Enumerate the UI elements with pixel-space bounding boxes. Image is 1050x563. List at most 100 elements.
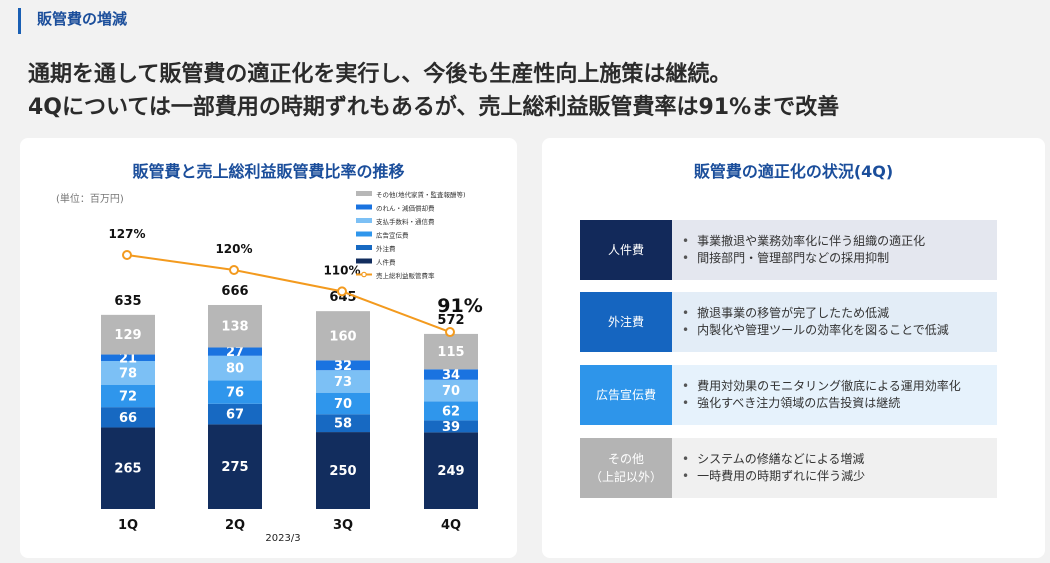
summary-row: 広告宣伝費費用対効果のモニタリング徹底による運用効率化強化すべき注力領域の広告投… — [580, 365, 997, 425]
ratio-value-label: 120% — [215, 242, 252, 256]
legend-swatch — [356, 258, 372, 264]
summary-row: その他 （上記以外）システムの修繕などによる増減一時費用の時期ずれに伴う減少 — [580, 438, 997, 498]
bar-value-label: 66 — [119, 411, 137, 426]
summary-row-label: 広告宣伝費 — [580, 365, 672, 425]
summary-bullet: システムの修繕などによる増減 — [682, 451, 997, 468]
bar-value-label: 249 — [437, 464, 464, 479]
ratio-value-label: 127% — [108, 227, 145, 241]
legend-swatch — [356, 191, 372, 196]
summary-bullet: 費用対効果のモニタリング徹底による運用効率化 — [682, 378, 997, 395]
summary-title: 販管費の適正化の状況(4Q) — [693, 162, 894, 181]
x-tick-label: 1Q — [118, 518, 138, 533]
x-tick-label: 3Q — [333, 518, 353, 533]
bar-segment — [316, 432, 370, 509]
bar-value-label: 265 — [114, 462, 141, 477]
legend-label: その他(地代家賃・監査報酬等) — [376, 190, 466, 199]
ratio-point — [122, 250, 132, 260]
bar-segment — [316, 392, 370, 415]
bar-segment — [101, 384, 155, 408]
summary-bullet: 間接部門・管理部門などの採用抑制 — [682, 250, 997, 267]
summary-row-label: 人件費 — [580, 220, 672, 280]
summary-row-body: システムの修繕などによる増減一時費用の時期ずれに伴う減少 — [672, 438, 997, 498]
bar-segment — [101, 314, 155, 355]
bar-value-label: 39 — [442, 420, 460, 435]
bar-value-label: 73 — [334, 375, 352, 390]
ratio-value-label: 91% — [437, 295, 482, 317]
bar-total-label: 635 — [114, 294, 141, 309]
legend-label: 広告宣伝費 — [376, 231, 409, 240]
summary-row: 人件費事業撤退や業務効率化に伴う組織の適正化間接部門・管理部門などの採用抑制 — [580, 220, 997, 280]
legend-swatch — [356, 231, 372, 237]
summary-row-body: 撤退事業の移管が完了したため低減内製化や管理ツールの効率化を図ることで低減 — [672, 292, 997, 352]
bar-total-label: 666 — [221, 284, 248, 299]
bar-total-label: 572 — [437, 313, 464, 328]
summary-card: 販管費の適正化の状況(4Q) 人件費事業撤退や業務効率化に伴う組織の適正化間接部… — [542, 138, 1045, 558]
bar-value-label: 72 — [119, 390, 137, 405]
bar-segment — [424, 420, 478, 433]
legend-label: 外注費 — [376, 244, 396, 253]
legend-label: のれん・減価償却費 — [376, 204, 435, 213]
bar-value-label: 250 — [329, 464, 356, 479]
x-axis-label: 2023/3 — [265, 533, 300, 544]
bar-segment — [101, 407, 155, 428]
bar-value-label: 32 — [334, 359, 352, 374]
bar-value-label: 129 — [114, 328, 141, 343]
headline-line-2: 4Qについては一部費用の時期ずれもあるが、売上総利益販管費率は91%まで改善 — [28, 95, 840, 120]
ratio-value-label: 110% — [323, 263, 360, 277]
bar-value-label: 62 — [442, 404, 460, 419]
bar-value-label: 21 — [119, 351, 137, 366]
bar-segment — [101, 354, 155, 361]
chart-title: 販管費と売上総利益販管費比率の推移 — [132, 162, 405, 181]
headline: 通期を通して販管費の適正化を実行し、今後も生産性向上施策は継続。 4Qについては… — [28, 58, 1028, 124]
summary-row: 外注費撤退事業の移管が完了したため低減内製化や管理ツールの効率化を図ることで低減 — [580, 292, 997, 352]
bar-value-label: 27 — [226, 345, 244, 360]
legend-swatch — [356, 245, 372, 250]
legend-swatch — [356, 204, 372, 210]
bar-segment — [316, 360, 370, 371]
legend-label: 売上総利益販管費率 — [376, 271, 435, 280]
section-tag: 販管費の増減 — [18, 8, 127, 34]
bar-value-label: 70 — [442, 384, 460, 399]
summary-row-body: 事業撤退や業務効率化に伴う組織の適正化間接部門・管理部門などの採用抑制 — [672, 220, 997, 280]
bar-value-label: 67 — [226, 408, 244, 423]
x-tick-label: 2Q — [225, 518, 245, 533]
bar-segment — [316, 414, 370, 433]
bar-value-label: 58 — [334, 417, 352, 432]
headline-line-1: 通期を通して販管費の適正化を実行し、今後も生産性向上施策は継続。 — [28, 62, 732, 87]
bar-value-label: 76 — [226, 386, 244, 401]
summary-row-label: その他 （上記以外） — [580, 438, 672, 498]
bar-value-label: 275 — [221, 460, 248, 475]
bar-segment — [316, 370, 370, 393]
bar-segment — [208, 424, 262, 509]
bar-segment — [208, 304, 262, 348]
bar-segment — [424, 401, 478, 421]
bar-segment — [316, 311, 370, 361]
bar-segment — [208, 347, 262, 356]
ratio-point — [445, 327, 455, 338]
legend-label: 人件費 — [376, 258, 396, 267]
unit-label: (単位：百万円) — [56, 194, 124, 205]
summary-bullet: 撤退事業の移管が完了したため低減 — [682, 305, 997, 322]
x-tick-label: 4Q — [441, 518, 461, 533]
bar-segment — [208, 380, 262, 404]
bar-value-label: 115 — [437, 345, 464, 360]
summary-row-label: 外注費 — [580, 292, 672, 352]
ratio-point — [229, 264, 239, 275]
ratio-point — [337, 286, 347, 297]
bar-segment — [424, 379, 478, 402]
bar-value-label: 34 — [442, 368, 460, 383]
chart-card: 販管費と売上総利益販管費比率の推移 (単位：百万円) 265 66 72 78 21 12… — [20, 138, 517, 558]
summary-bullet: 内製化や管理ツールの効率化を図ることで低減 — [682, 322, 997, 339]
summary-bullet: 事業撤退や業務効率化に伴う組織の適正化 — [682, 233, 997, 250]
legend-line-marker — [361, 271, 367, 278]
legend-swatch — [356, 218, 372, 223]
bar-value-label: 80 — [226, 362, 244, 377]
bar-segment — [101, 427, 155, 509]
bar-value-label: 78 — [119, 366, 137, 381]
bar-segment — [101, 360, 155, 385]
bar-segment — [424, 369, 478, 380]
summary-row-body: 費用対効果のモニタリング徹底による運用効率化強化すべき注力領域の広告投資は継続 — [672, 365, 997, 425]
ratio-line — [126, 254, 451, 333]
bar-segment — [424, 333, 478, 370]
